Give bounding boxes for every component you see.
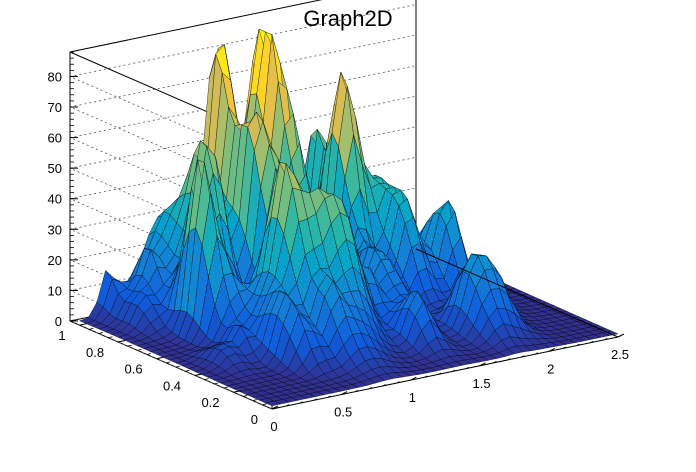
x-tick-label: 1.5: [473, 376, 491, 391]
y-tick-label: 0.4: [163, 378, 181, 393]
z-tick-label: 20: [48, 253, 62, 268]
y-minor-tick: [98, 332, 103, 334]
z-tick-label: 80: [48, 69, 62, 84]
y-tick-label: 0.6: [124, 362, 142, 377]
y-tick-label: 0: [251, 412, 258, 427]
y-minor-tick: [108, 336, 113, 339]
x-minor-tick: [424, 375, 428, 378]
y-minor-tick: [204, 378, 209, 381]
axis-tick-labels: 00.511.522.500.20.40.60.8101020304050607…: [48, 69, 630, 434]
x-minor-tick: [507, 358, 511, 361]
z-tick-label: 40: [48, 192, 62, 207]
y-minor-tick: [194, 374, 200, 376]
x-minor-tick: [562, 346, 566, 349]
y-minor-tick: [252, 399, 257, 402]
x-minor-tick: [354, 389, 359, 393]
y-tick-label: 0.8: [86, 345, 104, 360]
y-minor-tick: [117, 340, 123, 343]
x-minor-tick: [479, 363, 483, 367]
y-tick-label: 0.2: [201, 395, 219, 410]
x-minor-tick: [299, 401, 303, 404]
z-tick-label: 0: [55, 314, 62, 329]
x-minor-tick: [603, 338, 608, 341]
x-minor-tick: [451, 369, 456, 372]
y-minor-tick: [156, 357, 161, 360]
x-minor-tick: [548, 349, 552, 352]
y-minor-tick: [166, 361, 171, 364]
x-tick-label: 0: [270, 419, 277, 434]
x-tick-label: 1: [409, 390, 416, 405]
x-minor-tick: [313, 398, 317, 401]
y-minor-tick: [271, 407, 277, 410]
x-minor-tick: [437, 372, 442, 375]
y-minor-tick: [262, 403, 267, 406]
z-tick-label: 10: [48, 283, 62, 298]
y-minor-tick: [146, 353, 152, 355]
back-frame-edge-6: [69, 0, 323, 53]
y-minor-tick: [137, 348, 142, 351]
x-minor-tick: [341, 392, 345, 395]
axis-ticks: [69, 51, 625, 410]
z-tick-label: 70: [48, 100, 62, 115]
surface-mesh: [79, 28, 619, 406]
x-minor-tick: [534, 352, 539, 355]
x-minor-tick: [410, 378, 414, 381]
x-minor-tick: [285, 404, 290, 407]
x-minor-tick: [327, 395, 331, 398]
y-minor-tick: [89, 327, 94, 330]
x-minor-tick: [368, 386, 373, 390]
x-minor-tick: [520, 355, 525, 358]
x-minor-tick: [617, 335, 622, 338]
x-tick-label: 2: [547, 361, 554, 376]
y-minor-tick: [127, 344, 132, 347]
y-minor-tick: [175, 365, 180, 368]
z-tick-label: 30: [48, 222, 62, 237]
z-tick-label: 50: [48, 161, 62, 176]
y-minor-tick: [243, 395, 248, 397]
x-minor-tick: [576, 343, 580, 346]
y-minor-tick: [79, 323, 84, 326]
y-minor-tick: [233, 390, 238, 393]
x-minor-tick: [465, 366, 469, 370]
y-tick-label: 1: [58, 328, 65, 343]
x-tick-label: 0.5: [334, 405, 352, 420]
z-tick-label: 60: [48, 131, 62, 146]
y-minor-tick: [223, 386, 229, 389]
chart-title: Graph2D: [303, 6, 392, 31]
front-box-frame: [271, 248, 619, 410]
y-minor-tick: [185, 369, 190, 372]
front-frame-edge-1: [415, 248, 619, 338]
x-minor-tick: [590, 340, 594, 344]
x-minor-tick: [382, 384, 386, 387]
front-frame-edge-0: [271, 336, 619, 410]
y-minor-tick: [214, 382, 219, 385]
x-minor-tick: [396, 381, 400, 384]
x-tick-label: 2.5: [611, 347, 629, 362]
x-minor-tick: [493, 361, 497, 364]
